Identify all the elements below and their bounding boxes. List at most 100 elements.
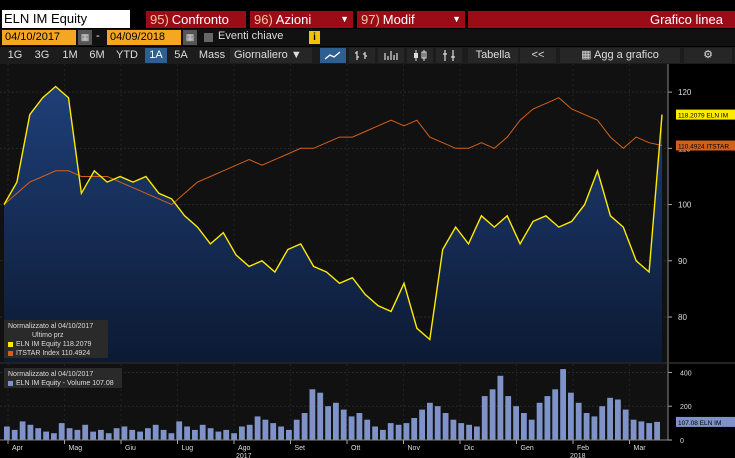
- y-tick-label: 90: [678, 257, 687, 266]
- modify-button[interactable]: 97) Modif ▼: [357, 11, 465, 28]
- collapse-button[interactable]: <<: [520, 48, 556, 63]
- calendar-icon[interactable]: ▦: [78, 30, 92, 45]
- volume-bar: [35, 428, 42, 440]
- x-tick-label: Gen: [521, 445, 534, 452]
- volume-bar: [481, 396, 488, 440]
- volume-bar: [192, 429, 198, 440]
- legend-eln-label: ELN IM Equity: [16, 341, 61, 348]
- volume-bar: [278, 426, 284, 440]
- volume-bar: [43, 431, 49, 440]
- volume-bar: [121, 426, 128, 440]
- events-label: Eventi chiave: [218, 30, 284, 42]
- legend-item-itstar: ITSTAR Index 110.4924: [8, 349, 104, 358]
- actions-button[interactable]: 96) Azioni ▼: [250, 11, 353, 28]
- events-checkbox[interactable]: [204, 33, 213, 42]
- volume-bar: [207, 428, 214, 440]
- volume-bar: [646, 423, 653, 440]
- volume-bar: [4, 426, 10, 440]
- ticker-field[interactable]: ELN IM Equity: [2, 10, 130, 28]
- volume-bar: [536, 402, 543, 440]
- legend-itstar-label: ITSTAR Index: [16, 350, 60, 357]
- add-to-chart-button[interactable]: ▦ Agg a grafico: [560, 48, 680, 63]
- volume-bar: [145, 428, 151, 440]
- table-button[interactable]: Tabella: [468, 48, 518, 63]
- volume-value-tag: [676, 416, 735, 427]
- actions-dropdown-icon: ▼: [340, 14, 349, 24]
- period-3g[interactable]: 3G: [34, 49, 50, 61]
- volume-bar: [152, 424, 159, 440]
- period-max[interactable]: Mass: [198, 49, 226, 61]
- actions-number: 96): [254, 12, 273, 27]
- x-tick-label: Ott: [351, 445, 360, 452]
- gear-icon[interactable]: ⚙: [684, 48, 732, 63]
- date-range-bar: 04/10/2017 ▦ - 04/09/2018 ▦ Eventi chiav…: [0, 29, 735, 46]
- period-5a[interactable]: 5A: [174, 49, 188, 61]
- volume-legend: Normalizzato al 04/10/2017 ELN IM Equity…: [4, 368, 122, 388]
- volume-bar: [575, 402, 582, 440]
- x-tick-label: Mar: [634, 445, 647, 452]
- volume-bar: [82, 424, 89, 440]
- period-6m[interactable]: 6M: [89, 49, 105, 61]
- bar-chart-icon[interactable]: [378, 48, 404, 63]
- volume-bar: [427, 402, 433, 440]
- volume-bar: [466, 424, 472, 440]
- x-tick-label: Nov: [408, 445, 421, 452]
- compare-button[interactable]: 95) Confronto: [146, 11, 246, 28]
- frequency-select[interactable]: Giornaliero ▼: [230, 48, 312, 63]
- volume-bar: [638, 421, 645, 440]
- volume-bar: [630, 419, 637, 440]
- info-icon[interactable]: i: [309, 31, 320, 44]
- x-tick-label: Apr: [12, 445, 24, 452]
- volume-bar: [309, 389, 316, 440]
- volume-bar: [11, 429, 18, 440]
- legend-title: Normalizzato al 04/10/2017: [8, 323, 94, 330]
- eln-value-tag: [676, 109, 735, 120]
- volume-y-tick-label: 200: [680, 404, 692, 411]
- volume-bar: [176, 421, 183, 440]
- volume-bar: [333, 402, 339, 440]
- calendar-icon[interactable]: ▦: [183, 30, 197, 45]
- volume-bar: [286, 429, 292, 440]
- line-chart-icon[interactable]: [320, 48, 346, 63]
- volume-bar: [317, 392, 324, 440]
- y-tick-label: 80: [678, 313, 687, 322]
- volume-bar: [505, 396, 512, 440]
- volume-bar: [199, 424, 206, 440]
- compare-label: Confronto: [171, 12, 229, 27]
- modify-number: 97): [361, 12, 380, 27]
- volume-bar: [450, 419, 457, 440]
- volume-axis-bg: [668, 364, 735, 440]
- itstar-value-tag-text: 110.4924 ITSTAR: [678, 144, 729, 151]
- volume-bar: [372, 426, 378, 440]
- modify-dropdown-icon: ▼: [452, 14, 461, 24]
- volume-legend-item: ELN IM Equity - Volume 107.08: [8, 379, 118, 388]
- eln-area: [4, 86, 662, 362]
- period-1m[interactable]: 1M: [62, 49, 78, 61]
- hilo-chart-icon[interactable]: [436, 48, 462, 63]
- volume-bar: [364, 419, 371, 440]
- volume-bar: [168, 433, 175, 440]
- volume-bar: [51, 433, 57, 440]
- period-1g[interactable]: 1G: [7, 49, 23, 61]
- volume-bar: [90, 431, 96, 440]
- end-date-input[interactable]: 04/09/2018: [107, 30, 181, 45]
- actions-label: Azioni: [275, 12, 312, 27]
- candlestick-chart-icon[interactable]: [407, 48, 433, 63]
- volume-bar: [599, 406, 606, 440]
- start-date-input[interactable]: 04/10/2017: [2, 30, 76, 45]
- ohlc-chart-icon[interactable]: [349, 48, 375, 63]
- period-ytd[interactable]: YTD: [116, 49, 138, 61]
- volume-bar: [615, 399, 621, 440]
- volume-bar: [239, 426, 245, 440]
- volume-bar: [160, 429, 167, 440]
- volume-bar: [387, 423, 394, 440]
- volume-bar: [528, 419, 535, 440]
- legend-itstar-value: 110.4924: [61, 350, 91, 357]
- volume-bar: [129, 429, 136, 440]
- volume-bar: [356, 413, 363, 440]
- volume-legend-title: Normalizzato al 04/10/2017: [8, 371, 94, 378]
- period-1a[interactable]: 1A: [145, 48, 167, 63]
- legend-item-eln: ELN IM Equity 118.2079: [8, 340, 104, 349]
- volume-legend-label: ELN IM Equity - Volume 107.08: [16, 380, 114, 387]
